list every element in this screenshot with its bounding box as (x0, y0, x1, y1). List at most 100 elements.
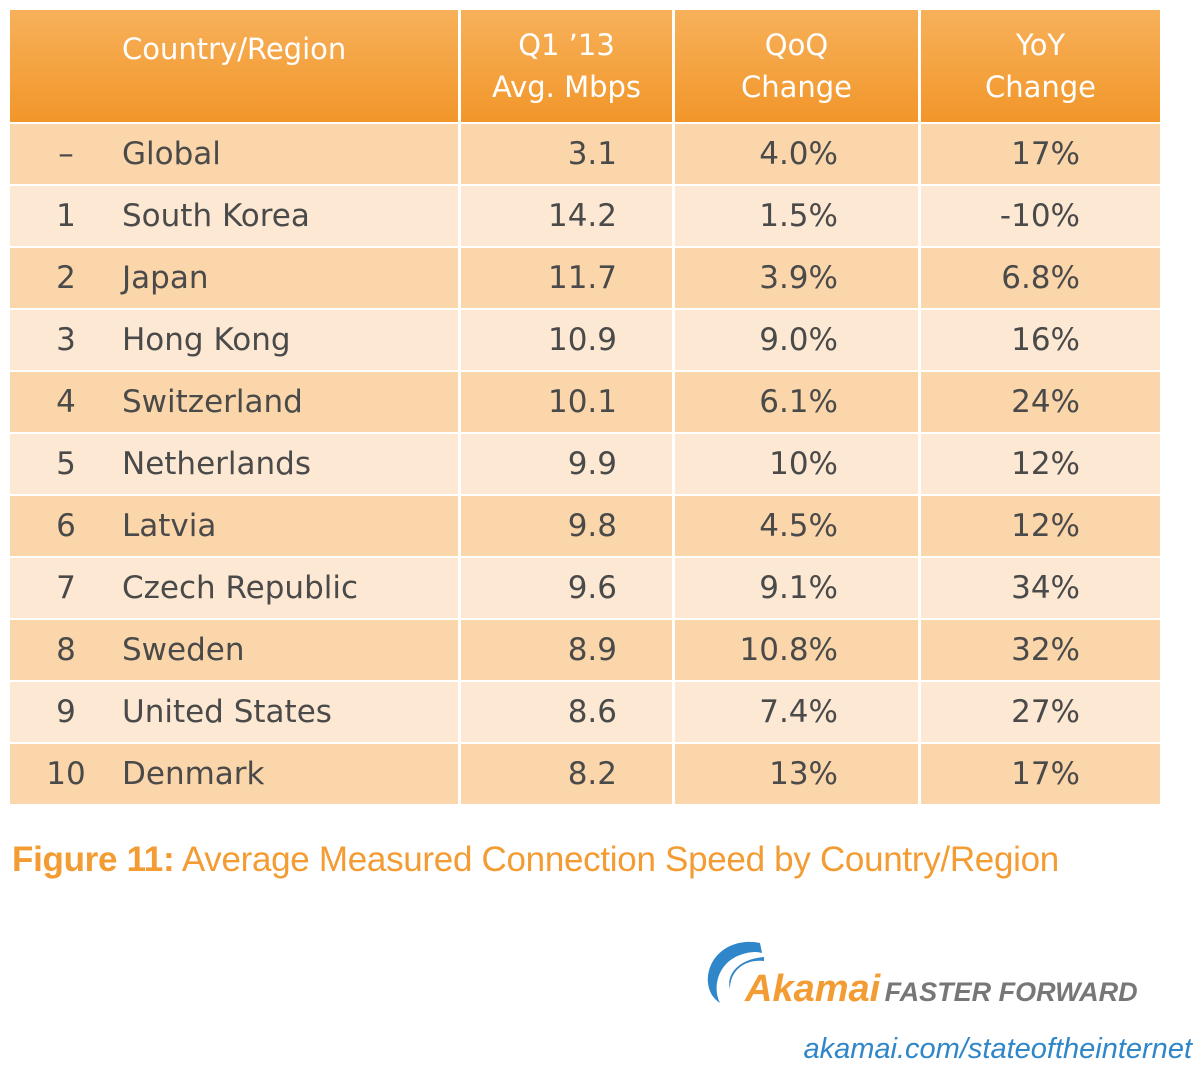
value: 10% (769, 446, 838, 482)
yoy-change: 12% (921, 496, 1160, 556)
value: 12% (1011, 508, 1080, 544)
speed: 9.9 (461, 434, 672, 494)
value: 9.0% (759, 322, 838, 358)
speed: 8.6 (461, 682, 672, 742)
country: South Korea (122, 198, 310, 234)
country: Japan (122, 260, 209, 296)
qoq-change: 1.5% (675, 186, 918, 246)
country: Global (122, 136, 221, 172)
value: 13% (769, 756, 838, 792)
value: 7.4% (759, 694, 838, 730)
rank: 1 (56, 198, 76, 234)
value: -10% (999, 198, 1080, 234)
value: 32% (1011, 632, 1080, 668)
yoy-change: 12% (921, 434, 1160, 494)
value: 11.7 (547, 260, 617, 296)
speed: 14.2 (461, 186, 672, 246)
qoq-change: 10.8% (675, 620, 918, 680)
yoy-change: 17% (921, 124, 1160, 184)
value: 27% (1011, 694, 1080, 730)
header-qoq: QoQ Change (675, 10, 918, 122)
rank: 5 (56, 446, 76, 482)
yoy-change: 16% (921, 310, 1160, 370)
country: Czech Republic (122, 570, 359, 606)
qoq-change: 4.0% (675, 124, 918, 184)
value: 17% (1011, 136, 1080, 172)
value: 12% (1011, 446, 1080, 482)
rank: 4 (56, 384, 76, 420)
row-label: 4 Switzerland (10, 372, 458, 432)
country: Hong Kong (122, 322, 291, 358)
row-label: 2 Japan (10, 248, 458, 308)
row-label: 9 United States (10, 682, 458, 742)
value: 6.1% (759, 384, 838, 420)
row-label: 7 Czech Republic (10, 558, 458, 618)
value: 3.1 (567, 136, 617, 172)
value: 10.8% (739, 632, 838, 668)
speed: 10.9 (461, 310, 672, 370)
header-line: Q1 ’13 (518, 28, 615, 62)
tagline: FASTER FORWARD (884, 977, 1138, 1007)
url: akamai.com/stateoftheinternet (803, 1033, 1192, 1065)
country: Sweden (122, 632, 245, 668)
logo: Akamai FASTER FORWARD (745, 968, 1138, 1011)
rank: 3 (56, 322, 76, 358)
caption: Figure 11: Average Measured Connection S… (12, 840, 1059, 880)
row-label: – Global (10, 124, 458, 184)
value: 9.9 (567, 446, 617, 482)
qoq-change: 7.4% (675, 682, 918, 742)
qoq-change: 10% (675, 434, 918, 494)
row-label: 8 Sweden (10, 620, 458, 680)
rank: – (58, 136, 74, 172)
qoq-change: 3.9% (675, 248, 918, 308)
qoq-change: 6.1% (675, 372, 918, 432)
value: 8.2 (567, 756, 617, 792)
yoy-change: -10% (921, 186, 1160, 246)
header-line: Change (740, 70, 853, 104)
row-label: 1 South Korea (10, 186, 458, 246)
header-yoy: YoY Change (921, 10, 1160, 122)
header-line: QoQ (764, 28, 829, 62)
value: 4.0% (759, 136, 838, 172)
value: 16% (1011, 322, 1080, 358)
value: 9.8 (567, 508, 617, 544)
country: Switzerland (122, 384, 303, 420)
row-label: 5 Netherlands (10, 434, 458, 494)
yoy-change: 17% (921, 744, 1160, 804)
speed: 9.8 (461, 496, 672, 556)
header-speed: Q1 ’13 Avg. Mbps (461, 10, 672, 122)
speed: 11.7 (461, 248, 672, 308)
row-label: 3 Hong Kong (10, 310, 458, 370)
value: 14.2 (547, 198, 617, 234)
header-line: YoY (1015, 28, 1066, 62)
value: 24% (1011, 384, 1080, 420)
value: 34% (1011, 570, 1080, 606)
value: 1.5% (759, 198, 838, 234)
yoy-change: 6.8% (921, 248, 1160, 308)
value: 4.5% (759, 508, 838, 544)
qoq-change: 13% (675, 744, 918, 804)
brand: Akamai (745, 968, 881, 1010)
value: 10.1 (547, 384, 617, 420)
value: 6.8% (1001, 260, 1080, 296)
yoy-change: 24% (921, 372, 1160, 432)
qoq-change: 4.5% (675, 496, 918, 556)
country: Denmark (122, 756, 265, 792)
value: 3.9% (759, 260, 838, 296)
header-line: Country/Region (122, 32, 347, 66)
speed: 10.1 (461, 372, 672, 432)
value: 17% (1011, 756, 1080, 792)
country: United States (122, 694, 332, 730)
row-label: 10 Denmark (10, 744, 458, 804)
row-label: 6 Latvia (10, 496, 458, 556)
country: Latvia (122, 508, 217, 544)
value: 8.9 (567, 632, 617, 668)
value: 9.6 (567, 570, 617, 606)
qoq-change: 9.1% (675, 558, 918, 618)
country: Netherlands (122, 446, 311, 482)
rank: 6 (56, 508, 76, 544)
rank: 2 (56, 260, 76, 296)
yoy-change: 27% (921, 682, 1160, 742)
yoy-change: 32% (921, 620, 1160, 680)
